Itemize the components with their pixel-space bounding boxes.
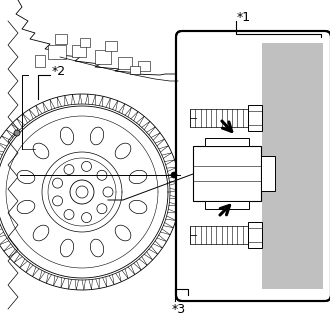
Ellipse shape xyxy=(115,143,131,159)
Bar xyxy=(138,61,150,71)
Ellipse shape xyxy=(33,225,49,241)
Bar xyxy=(261,156,275,191)
Circle shape xyxy=(52,178,63,188)
Ellipse shape xyxy=(129,200,147,214)
Ellipse shape xyxy=(60,239,74,257)
Bar xyxy=(193,146,261,201)
Ellipse shape xyxy=(33,143,49,159)
Circle shape xyxy=(70,180,94,204)
Bar xyxy=(118,57,132,69)
Text: *1: *1 xyxy=(237,11,251,24)
Bar xyxy=(190,226,248,244)
Bar xyxy=(105,41,117,51)
Bar xyxy=(95,50,111,64)
FancyBboxPatch shape xyxy=(176,31,330,301)
Bar xyxy=(80,38,90,47)
Circle shape xyxy=(64,210,74,219)
Circle shape xyxy=(97,204,107,214)
Ellipse shape xyxy=(60,127,74,145)
Bar xyxy=(72,45,86,57)
Bar xyxy=(35,55,45,67)
Circle shape xyxy=(64,164,74,174)
Bar xyxy=(262,43,323,289)
Bar xyxy=(248,105,262,131)
Circle shape xyxy=(76,186,88,198)
Circle shape xyxy=(14,130,20,136)
Bar xyxy=(48,45,66,59)
Circle shape xyxy=(171,172,177,178)
Ellipse shape xyxy=(115,225,131,241)
Text: *2: *2 xyxy=(52,65,66,78)
Bar xyxy=(190,109,248,127)
Bar xyxy=(248,222,262,248)
Circle shape xyxy=(52,196,63,206)
Ellipse shape xyxy=(90,239,104,257)
Bar xyxy=(130,66,140,74)
Circle shape xyxy=(97,170,107,180)
Text: *3: *3 xyxy=(172,303,186,316)
Ellipse shape xyxy=(17,170,35,184)
Circle shape xyxy=(82,213,91,223)
Ellipse shape xyxy=(90,127,104,145)
Bar xyxy=(205,201,249,209)
Bar xyxy=(205,138,249,146)
Circle shape xyxy=(82,162,91,171)
Ellipse shape xyxy=(17,200,35,214)
Ellipse shape xyxy=(129,170,147,184)
Bar xyxy=(55,34,67,44)
Circle shape xyxy=(103,187,113,197)
